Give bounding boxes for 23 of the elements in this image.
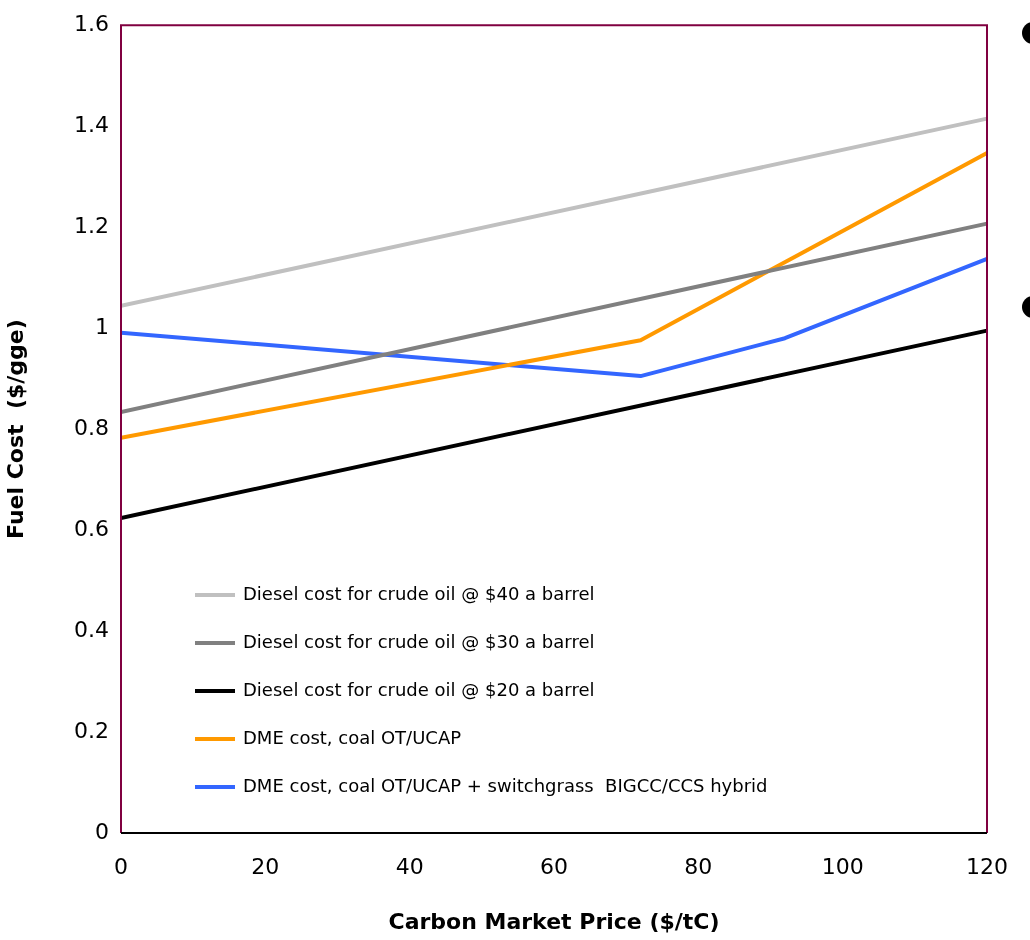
legend-label: DME cost, coal OT/UCAP xyxy=(243,726,462,748)
y-tick-label: 0.2 xyxy=(74,717,109,743)
y-tick-label: 0 xyxy=(95,818,109,844)
y-tick-label: 0.4 xyxy=(74,616,109,642)
x-tick-label: 80 xyxy=(684,853,713,879)
x-tick-label: 20 xyxy=(251,853,280,879)
x-tick-label: 60 xyxy=(540,853,568,879)
x-tick-label: 120 xyxy=(966,853,1008,879)
y-tick-label: 0.6 xyxy=(74,515,109,541)
legend-label: Diesel cost for crude oil @ $40 a barrel xyxy=(243,582,595,604)
legend-label: Diesel cost for crude oil @ $30 a barrel xyxy=(243,630,595,652)
x-axis-title: Carbon Market Price ($/tC) xyxy=(388,908,720,934)
y-tick-label: 1.2 xyxy=(74,212,109,238)
y-tick-label: 1.6 xyxy=(74,10,109,36)
y-tick-label: 1 xyxy=(95,313,109,339)
y-tick-label: 0.8 xyxy=(74,414,109,440)
y-tick-label: 1.4 xyxy=(74,111,109,137)
legend-label: DME cost, coal OT/UCAP + switchgrass BIGCC/CCS hybrid xyxy=(243,774,768,796)
x-tick-label: 40 xyxy=(395,853,424,879)
y-axis-title: Fuel Cost ($/gge) xyxy=(2,319,28,539)
x-tick-label: 100 xyxy=(821,853,864,879)
x-tick-label: 0 xyxy=(114,853,128,879)
legend-label: Diesel cost for crude oil @ $20 a barrel xyxy=(243,678,595,700)
